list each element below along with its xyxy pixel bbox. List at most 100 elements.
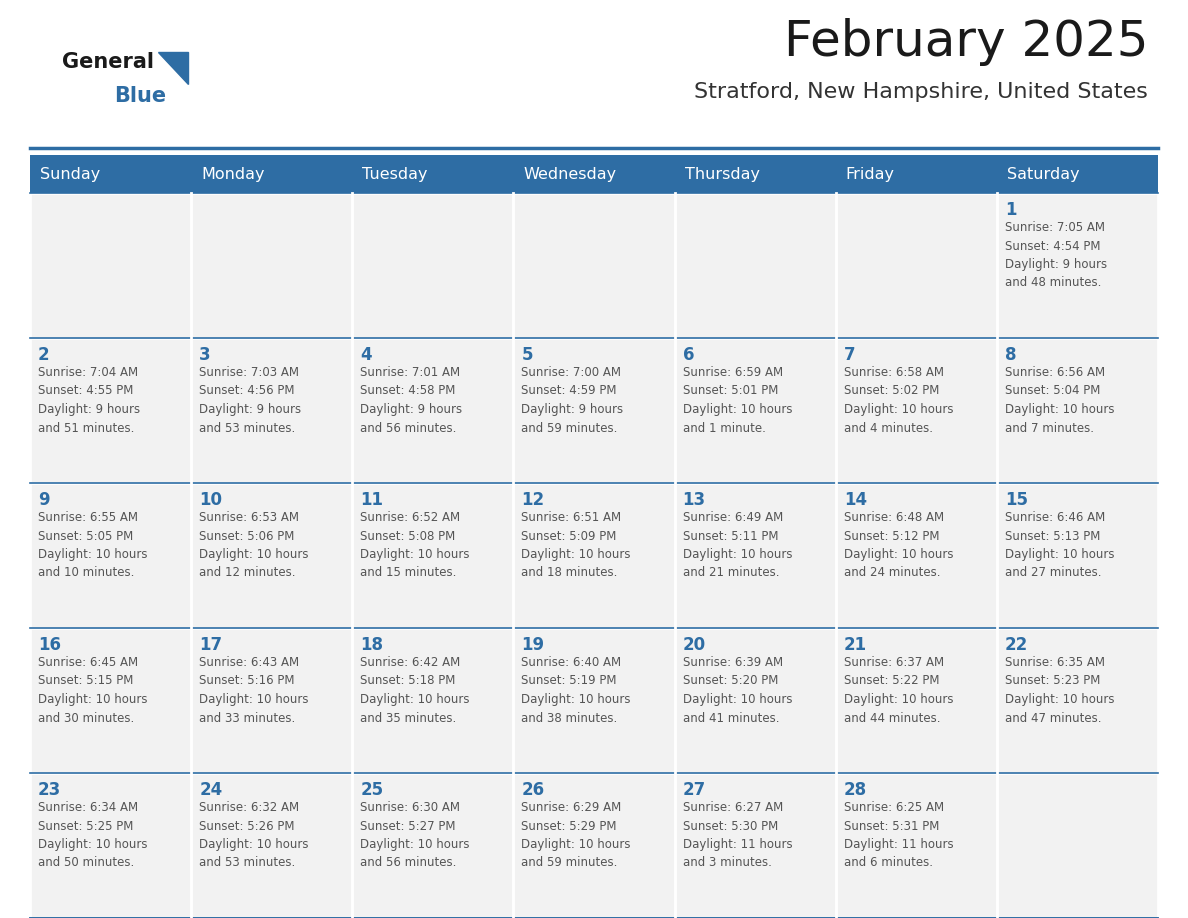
Text: 28: 28 xyxy=(843,781,867,799)
Text: Sunrise: 6:49 AM
Sunset: 5:11 PM
Daylight: 10 hours
and 21 minutes.: Sunrise: 6:49 AM Sunset: 5:11 PM Dayligh… xyxy=(683,511,792,579)
Bar xyxy=(30,483,191,628)
Bar xyxy=(353,773,513,918)
Text: Sunrise: 6:59 AM
Sunset: 5:01 PM
Daylight: 10 hours
and 1 minute.: Sunrise: 6:59 AM Sunset: 5:01 PM Dayligh… xyxy=(683,366,792,434)
Text: 7: 7 xyxy=(843,346,855,364)
Bar xyxy=(513,193,675,338)
Bar xyxy=(30,155,1158,193)
Text: Sunrise: 7:01 AM
Sunset: 4:58 PM
Daylight: 9 hours
and 56 minutes.: Sunrise: 7:01 AM Sunset: 4:58 PM Dayligh… xyxy=(360,366,462,434)
Text: 10: 10 xyxy=(200,491,222,509)
Text: Sunrise: 7:00 AM
Sunset: 4:59 PM
Daylight: 9 hours
and 59 minutes.: Sunrise: 7:00 AM Sunset: 4:59 PM Dayligh… xyxy=(522,366,624,434)
Text: 13: 13 xyxy=(683,491,706,509)
Bar xyxy=(675,338,835,483)
Bar xyxy=(675,483,835,628)
Text: Sunrise: 6:42 AM
Sunset: 5:18 PM
Daylight: 10 hours
and 35 minutes.: Sunrise: 6:42 AM Sunset: 5:18 PM Dayligh… xyxy=(360,656,469,724)
Bar xyxy=(835,193,997,338)
Text: Sunrise: 6:37 AM
Sunset: 5:22 PM
Daylight: 10 hours
and 44 minutes.: Sunrise: 6:37 AM Sunset: 5:22 PM Dayligh… xyxy=(843,656,953,724)
Bar xyxy=(513,773,675,918)
Bar xyxy=(30,193,191,338)
Bar xyxy=(835,483,997,628)
Text: Sunrise: 7:03 AM
Sunset: 4:56 PM
Daylight: 9 hours
and 53 minutes.: Sunrise: 7:03 AM Sunset: 4:56 PM Dayligh… xyxy=(200,366,302,434)
Bar xyxy=(513,338,675,483)
Bar xyxy=(30,773,191,918)
Text: Friday: Friday xyxy=(846,166,895,182)
Text: 21: 21 xyxy=(843,636,867,654)
Text: Monday: Monday xyxy=(201,166,265,182)
Bar xyxy=(675,193,835,338)
Text: Sunrise: 6:48 AM
Sunset: 5:12 PM
Daylight: 10 hours
and 24 minutes.: Sunrise: 6:48 AM Sunset: 5:12 PM Dayligh… xyxy=(843,511,953,579)
Text: 22: 22 xyxy=(1005,636,1028,654)
Text: Sunrise: 7:04 AM
Sunset: 4:55 PM
Daylight: 9 hours
and 51 minutes.: Sunrise: 7:04 AM Sunset: 4:55 PM Dayligh… xyxy=(38,366,140,434)
Text: Sunrise: 6:34 AM
Sunset: 5:25 PM
Daylight: 10 hours
and 50 minutes.: Sunrise: 6:34 AM Sunset: 5:25 PM Dayligh… xyxy=(38,801,147,869)
Text: 9: 9 xyxy=(38,491,50,509)
Text: Sunrise: 6:58 AM
Sunset: 5:02 PM
Daylight: 10 hours
and 4 minutes.: Sunrise: 6:58 AM Sunset: 5:02 PM Dayligh… xyxy=(843,366,953,434)
Text: Sunrise: 6:40 AM
Sunset: 5:19 PM
Daylight: 10 hours
and 38 minutes.: Sunrise: 6:40 AM Sunset: 5:19 PM Dayligh… xyxy=(522,656,631,724)
Text: Sunrise: 6:45 AM
Sunset: 5:15 PM
Daylight: 10 hours
and 30 minutes.: Sunrise: 6:45 AM Sunset: 5:15 PM Dayligh… xyxy=(38,656,147,724)
Text: 23: 23 xyxy=(38,781,62,799)
Text: Saturday: Saturday xyxy=(1007,166,1080,182)
Text: 17: 17 xyxy=(200,636,222,654)
Text: 4: 4 xyxy=(360,346,372,364)
Text: Stratford, New Hampshire, United States: Stratford, New Hampshire, United States xyxy=(694,82,1148,102)
Text: Sunrise: 6:43 AM
Sunset: 5:16 PM
Daylight: 10 hours
and 33 minutes.: Sunrise: 6:43 AM Sunset: 5:16 PM Dayligh… xyxy=(200,656,309,724)
Text: 26: 26 xyxy=(522,781,544,799)
Bar xyxy=(191,628,353,773)
Text: 3: 3 xyxy=(200,346,210,364)
Text: 15: 15 xyxy=(1005,491,1028,509)
Bar xyxy=(997,628,1158,773)
Text: 14: 14 xyxy=(843,491,867,509)
Text: Wednesday: Wednesday xyxy=(524,166,617,182)
Bar xyxy=(997,338,1158,483)
Text: Sunrise: 6:55 AM
Sunset: 5:05 PM
Daylight: 10 hours
and 10 minutes.: Sunrise: 6:55 AM Sunset: 5:05 PM Dayligh… xyxy=(38,511,147,579)
Text: Sunrise: 6:25 AM
Sunset: 5:31 PM
Daylight: 11 hours
and 6 minutes.: Sunrise: 6:25 AM Sunset: 5:31 PM Dayligh… xyxy=(843,801,953,869)
Text: Sunrise: 6:35 AM
Sunset: 5:23 PM
Daylight: 10 hours
and 47 minutes.: Sunrise: 6:35 AM Sunset: 5:23 PM Dayligh… xyxy=(1005,656,1114,724)
Text: 6: 6 xyxy=(683,346,694,364)
Text: Sunrise: 6:56 AM
Sunset: 5:04 PM
Daylight: 10 hours
and 7 minutes.: Sunrise: 6:56 AM Sunset: 5:04 PM Dayligh… xyxy=(1005,366,1114,434)
Bar xyxy=(835,338,997,483)
Text: 1: 1 xyxy=(1005,201,1017,219)
Text: Tuesday: Tuesday xyxy=(362,166,428,182)
Text: February 2025: February 2025 xyxy=(784,18,1148,66)
Text: 5: 5 xyxy=(522,346,533,364)
Text: Sunrise: 6:27 AM
Sunset: 5:30 PM
Daylight: 11 hours
and 3 minutes.: Sunrise: 6:27 AM Sunset: 5:30 PM Dayligh… xyxy=(683,801,792,869)
Bar xyxy=(353,483,513,628)
Bar xyxy=(30,338,191,483)
Bar xyxy=(513,628,675,773)
Text: 18: 18 xyxy=(360,636,384,654)
Text: 20: 20 xyxy=(683,636,706,654)
Bar xyxy=(997,483,1158,628)
Text: Sunrise: 6:30 AM
Sunset: 5:27 PM
Daylight: 10 hours
and 56 minutes.: Sunrise: 6:30 AM Sunset: 5:27 PM Dayligh… xyxy=(360,801,469,869)
Polygon shape xyxy=(158,52,188,84)
Text: Sunday: Sunday xyxy=(40,166,100,182)
Bar xyxy=(675,773,835,918)
Bar xyxy=(675,628,835,773)
Bar xyxy=(513,483,675,628)
Text: 11: 11 xyxy=(360,491,384,509)
Text: Sunrise: 6:51 AM
Sunset: 5:09 PM
Daylight: 10 hours
and 18 minutes.: Sunrise: 6:51 AM Sunset: 5:09 PM Dayligh… xyxy=(522,511,631,579)
Text: 19: 19 xyxy=(522,636,544,654)
Text: Thursday: Thursday xyxy=(684,166,759,182)
Bar xyxy=(191,338,353,483)
Bar xyxy=(353,628,513,773)
Bar xyxy=(191,193,353,338)
Text: Sunrise: 6:52 AM
Sunset: 5:08 PM
Daylight: 10 hours
and 15 minutes.: Sunrise: 6:52 AM Sunset: 5:08 PM Dayligh… xyxy=(360,511,469,579)
Text: 16: 16 xyxy=(38,636,61,654)
Bar xyxy=(835,773,997,918)
Bar xyxy=(835,628,997,773)
Bar xyxy=(997,773,1158,918)
Text: Sunrise: 6:32 AM
Sunset: 5:26 PM
Daylight: 10 hours
and 53 minutes.: Sunrise: 6:32 AM Sunset: 5:26 PM Dayligh… xyxy=(200,801,309,869)
Text: Sunrise: 6:29 AM
Sunset: 5:29 PM
Daylight: 10 hours
and 59 minutes.: Sunrise: 6:29 AM Sunset: 5:29 PM Dayligh… xyxy=(522,801,631,869)
Text: 25: 25 xyxy=(360,781,384,799)
Bar xyxy=(191,773,353,918)
Text: Sunrise: 6:39 AM
Sunset: 5:20 PM
Daylight: 10 hours
and 41 minutes.: Sunrise: 6:39 AM Sunset: 5:20 PM Dayligh… xyxy=(683,656,792,724)
Bar xyxy=(30,628,191,773)
Text: 8: 8 xyxy=(1005,346,1017,364)
Text: 2: 2 xyxy=(38,346,50,364)
Text: Sunrise: 7:05 AM
Sunset: 4:54 PM
Daylight: 9 hours
and 48 minutes.: Sunrise: 7:05 AM Sunset: 4:54 PM Dayligh… xyxy=(1005,221,1107,289)
Bar xyxy=(353,193,513,338)
Text: 24: 24 xyxy=(200,781,222,799)
Bar xyxy=(353,338,513,483)
Text: Blue: Blue xyxy=(114,86,166,106)
Text: General: General xyxy=(62,52,154,72)
Text: Sunrise: 6:46 AM
Sunset: 5:13 PM
Daylight: 10 hours
and 27 minutes.: Sunrise: 6:46 AM Sunset: 5:13 PM Dayligh… xyxy=(1005,511,1114,579)
Bar xyxy=(997,193,1158,338)
